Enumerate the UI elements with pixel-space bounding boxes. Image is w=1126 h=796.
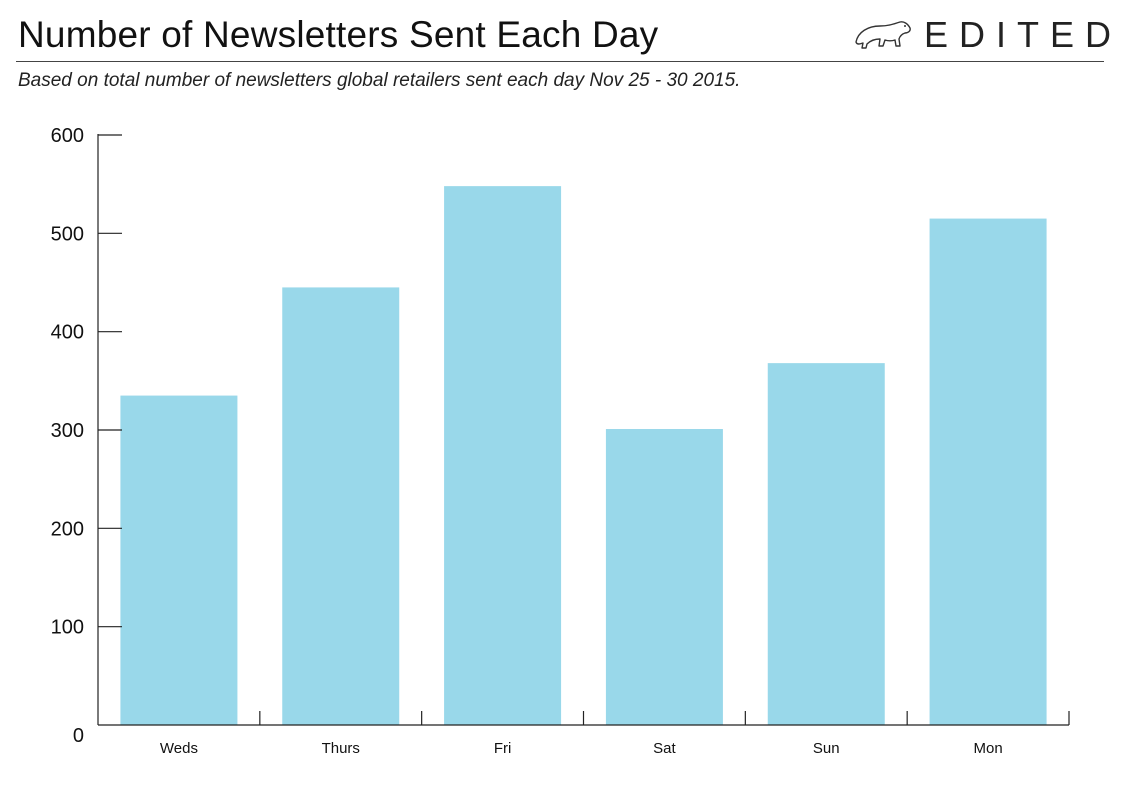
x-tick-label: Thurs	[322, 740, 360, 757]
bar-sun	[767, 363, 885, 725]
title-divider	[16, 61, 1104, 62]
polar-bear-icon	[855, 21, 911, 49]
y-tick-label: 0	[73, 725, 84, 747]
bar-sat	[605, 429, 723, 725]
brand-name: EDITED	[924, 14, 1123, 55]
y-tick-label: 300	[51, 420, 84, 442]
bar-fri	[444, 186, 562, 726]
x-tick-label: Weds	[160, 740, 198, 757]
bar-thurs	[282, 287, 400, 725]
chart-subtitle: Based on total number of newsletters glo…	[18, 70, 741, 91]
y-tick-label: 100	[51, 617, 84, 639]
y-tick-label: 200	[51, 518, 84, 540]
y-tick-label: 400	[51, 322, 84, 344]
x-tick-label: Fri	[494, 740, 512, 757]
chart-title: Number of Newsletters Sent Each Day	[18, 14, 659, 55]
y-tick-label: 600	[51, 125, 84, 147]
x-tick-label: Sat	[653, 740, 676, 757]
x-tick-label: Mon	[973, 740, 1002, 757]
y-tick-label: 500	[51, 223, 84, 245]
bar-weds	[120, 395, 238, 725]
brand-logo: EDITED	[850, 12, 1111, 56]
x-tick-label: Sun	[813, 740, 840, 757]
bar-mon	[929, 218, 1047, 726]
